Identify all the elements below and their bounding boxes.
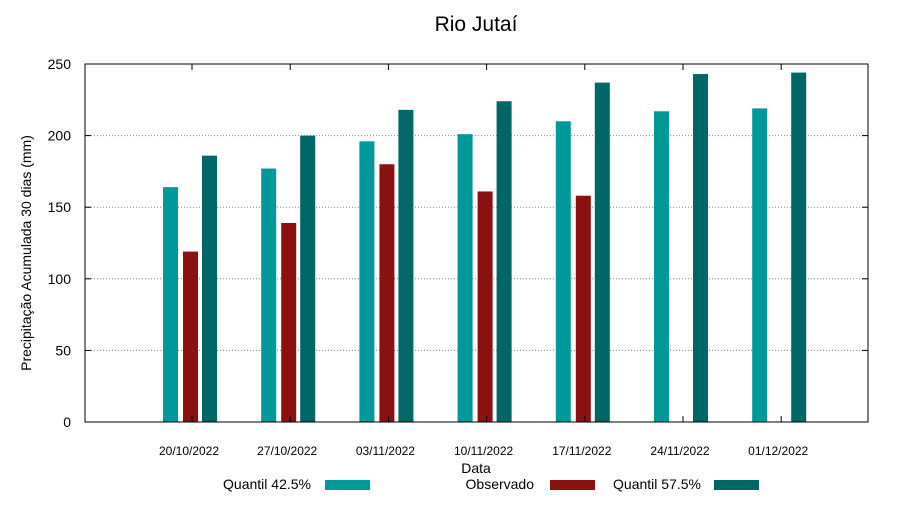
bar-observado bbox=[281, 222, 297, 422]
legend-label: Quantil 57.5% bbox=[613, 476, 701, 492]
plot-frame bbox=[84, 63, 869, 423]
axes: 0 50 100 150 200 250 20/10/2022 27/10/2022 03/11… bbox=[48, 56, 869, 458]
x-tick-label: 03/11/2022 bbox=[356, 444, 415, 458]
y-axis-label: Precipitação Acumulada 30 dias (mm) bbox=[18, 135, 34, 371]
bar-quantil-57-5 bbox=[202, 155, 217, 422]
bar-quantil-57-5 bbox=[398, 109, 414, 422]
y-tick-label: 250 bbox=[48, 56, 72, 72]
bar-quantil-57-5 bbox=[300, 135, 316, 422]
y-tick-label: 50 bbox=[55, 342, 71, 358]
bars bbox=[163, 72, 807, 423]
y-tick-label: 0 bbox=[63, 414, 71, 430]
bar-quantil-57-5 bbox=[791, 72, 807, 422]
bar-quantil-42-5 bbox=[163, 187, 178, 422]
bar-quantil-57-5 bbox=[693, 74, 708, 423]
legend-swatch bbox=[325, 480, 370, 490]
bar-quantil-42-5 bbox=[555, 121, 571, 422]
bar-quantil-57-5 bbox=[496, 101, 512, 423]
bar-observado bbox=[477, 191, 493, 422]
x-tick-label: 17/11/2022 bbox=[552, 444, 611, 458]
bar-quantil-42-5 bbox=[654, 111, 669, 423]
bar-quantil-42-5 bbox=[359, 141, 375, 422]
chart-title: Rio Jutaí bbox=[435, 13, 518, 36]
legend: Quantil 42.5% Observado Quantil 57.5% bbox=[223, 476, 759, 492]
bar-quantil-42-5 bbox=[261, 168, 277, 422]
y-tick-label: 150 bbox=[48, 199, 72, 215]
legend-label: Observado bbox=[466, 476, 535, 492]
bar-observado bbox=[183, 251, 198, 422]
bar-observado bbox=[379, 164, 395, 423]
x-tick-label: 01/12/2022 bbox=[748, 444, 808, 458]
bar-quantil-42-5 bbox=[457, 134, 473, 422]
x-axis-label: Data bbox=[461, 460, 491, 476]
x-tick-label: 10/11/2022 bbox=[454, 444, 513, 458]
bar-quantil-57-5 bbox=[594, 82, 610, 422]
legend-label: Quantil 42.5% bbox=[223, 476, 311, 492]
x-tick-label: 27/10/2022 bbox=[257, 444, 317, 458]
x-tick-label: 24/11/2022 bbox=[650, 444, 709, 458]
y-tick-label: 200 bbox=[48, 128, 72, 144]
y-tick-label: 100 bbox=[48, 271, 72, 287]
bar-quantil-42-5 bbox=[752, 108, 768, 422]
bar-observado bbox=[575, 195, 591, 422]
legend-swatch bbox=[714, 480, 759, 490]
x-tick-label: 20/10/2022 bbox=[159, 444, 219, 458]
legend-swatch bbox=[550, 480, 595, 490]
